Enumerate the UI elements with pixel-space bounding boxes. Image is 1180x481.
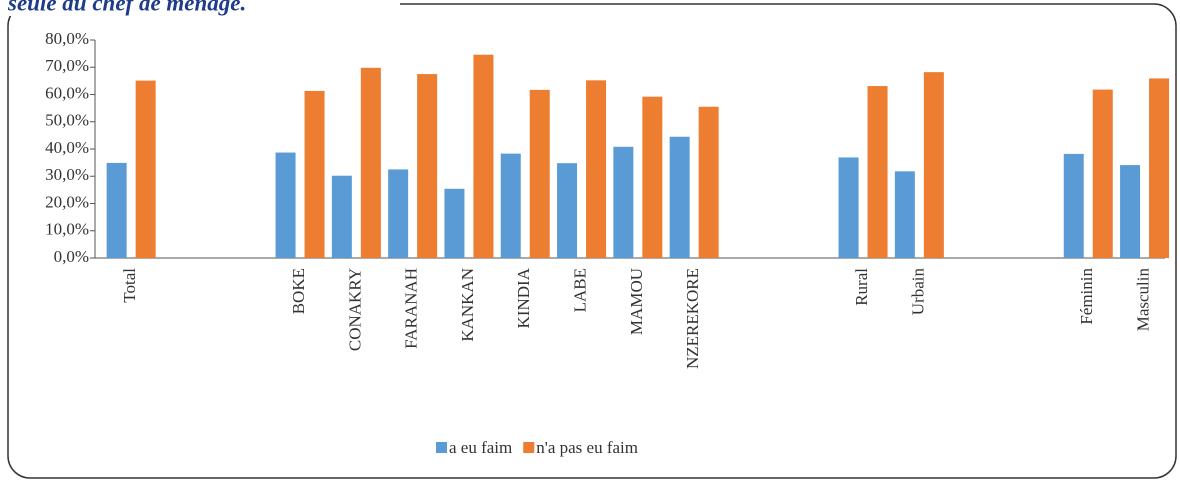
x-tick-label: KANKAN — [458, 268, 477, 342]
y-tick-label: 0,0% — [54, 247, 89, 266]
bar — [135, 80, 156, 258]
y-tick-label: 70,0% — [45, 56, 89, 75]
bar — [417, 74, 438, 258]
x-tick-label: MAMOU — [627, 268, 646, 335]
bar — [838, 157, 859, 258]
bar — [894, 171, 915, 258]
bar — [1063, 153, 1084, 258]
x-tick-label: Rural — [852, 268, 871, 306]
bar — [642, 96, 663, 259]
y-tick-label: 50,0% — [45, 111, 89, 130]
y-tick-label: 30,0% — [45, 165, 89, 184]
y-tick-label: 80,0% — [45, 29, 89, 48]
bar — [444, 188, 465, 258]
y-tick-label: 10,0% — [45, 220, 89, 239]
bar — [106, 162, 127, 258]
x-tick-label: KINDIA — [514, 267, 533, 328]
bar — [669, 136, 690, 258]
x-tick-label: LABE — [570, 268, 589, 312]
bar — [586, 80, 607, 258]
legend-swatch — [436, 442, 447, 453]
bar — [867, 86, 888, 259]
bar — [613, 146, 634, 258]
bar — [1149, 78, 1170, 258]
x-tick-label: NZEREKORE — [683, 268, 702, 369]
x-tick-label: CONAKRY — [345, 268, 364, 351]
title-backdrop — [0, 0, 400, 16]
bar — [331, 175, 352, 258]
x-tick-label: BOKE — [289, 268, 308, 314]
bar — [388, 169, 409, 258]
bar — [557, 163, 578, 258]
bar — [1092, 89, 1113, 258]
x-tick-label: Masculin — [1133, 268, 1152, 332]
bar — [698, 106, 719, 258]
x-tick-label: Féminin — [1077, 268, 1096, 325]
bar — [529, 89, 550, 259]
y-tick-label: 60,0% — [45, 83, 89, 102]
legend-swatch — [523, 442, 535, 453]
legend-label: a eu faim — [449, 438, 512, 457]
x-tick-label: Total — [120, 268, 139, 303]
bar — [473, 54, 494, 259]
y-tick-label: 20,0% — [45, 192, 89, 211]
bar — [923, 72, 944, 258]
bar — [275, 152, 296, 258]
bar — [360, 67, 381, 258]
y-tick-label: 40,0% — [45, 138, 89, 157]
legend-label: n'a pas eu faim — [536, 438, 638, 457]
x-tick-label: FARANAH — [402, 268, 421, 349]
x-tick-label: Urbain — [908, 268, 927, 316]
chart-title: seule du chef de ménage. — [7, 0, 246, 15]
bar — [500, 153, 521, 258]
bar — [1120, 165, 1141, 258]
bar — [304, 90, 325, 259]
